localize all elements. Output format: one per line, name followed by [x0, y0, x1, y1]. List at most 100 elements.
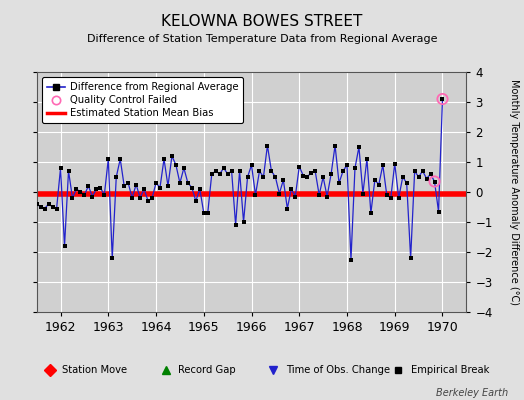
- Point: [319, 174, 328, 180]
- Point: [77, 189, 85, 195]
- Point: [25, 207, 33, 213]
- Point: [271, 174, 280, 180]
- Point: [255, 168, 264, 174]
- Point: [88, 193, 96, 200]
- Point: [180, 165, 188, 171]
- Point: [370, 177, 379, 183]
- Point: [438, 96, 446, 102]
- Point: [176, 180, 184, 186]
- Point: [422, 175, 431, 182]
- Point: [200, 210, 208, 216]
- Point: [132, 181, 140, 188]
- Point: [407, 255, 415, 261]
- Point: [160, 156, 168, 162]
- Point: [152, 180, 160, 186]
- Text: KELOWNA BOWES STREET: KELOWNA BOWES STREET: [161, 14, 363, 29]
- Point: [410, 168, 419, 174]
- Point: [359, 190, 367, 197]
- Point: [303, 174, 311, 180]
- Point: [343, 162, 351, 168]
- Point: [192, 198, 200, 204]
- Point: [387, 195, 395, 201]
- Point: [291, 193, 300, 200]
- Text: Record Gap: Record Gap: [179, 365, 236, 375]
- Text: Time of Obs. Change: Time of Obs. Change: [286, 365, 390, 375]
- Point: [32, 201, 41, 207]
- Point: [275, 190, 283, 197]
- Point: [116, 156, 124, 162]
- Point: [232, 222, 240, 228]
- Point: [395, 195, 403, 201]
- Point: [156, 184, 164, 191]
- Point: [430, 178, 439, 185]
- Point: [68, 195, 77, 201]
- Point: [375, 181, 383, 188]
- Point: [267, 168, 276, 174]
- Point: [172, 162, 180, 168]
- Point: [355, 144, 363, 150]
- Point: [402, 180, 411, 186]
- Point: [220, 165, 228, 171]
- Point: [84, 183, 93, 189]
- Point: [96, 184, 104, 191]
- Point: [140, 186, 148, 192]
- Point: [136, 195, 144, 201]
- Point: [307, 169, 315, 176]
- Point: [383, 192, 391, 198]
- Point: [414, 174, 423, 180]
- Point: [227, 168, 236, 174]
- Point: [80, 192, 89, 198]
- Point: [418, 168, 427, 174]
- Point: [212, 168, 220, 174]
- Point: [28, 205, 37, 212]
- Point: [243, 174, 252, 180]
- Point: [164, 183, 172, 189]
- Point: [64, 168, 73, 174]
- Point: [263, 142, 271, 149]
- Point: [37, 204, 45, 210]
- Point: [57, 165, 65, 171]
- Point: [108, 255, 116, 261]
- Point: [92, 186, 101, 192]
- Point: [52, 205, 61, 212]
- Point: [279, 177, 288, 183]
- Point: [335, 180, 343, 186]
- Y-axis label: Monthly Temperature Anomaly Difference (°C): Monthly Temperature Anomaly Difference (…: [509, 79, 519, 305]
- Point: [45, 201, 53, 207]
- Text: Station Move: Station Move: [62, 365, 127, 375]
- Point: [104, 156, 113, 162]
- Point: [72, 186, 81, 192]
- Point: [195, 186, 204, 192]
- Point: [223, 171, 232, 177]
- Point: [184, 180, 192, 186]
- Text: Empirical Break: Empirical Break: [410, 365, 489, 375]
- Point: [327, 171, 335, 177]
- Point: [315, 192, 323, 198]
- Point: [60, 243, 69, 249]
- Text: Berkeley Earth: Berkeley Earth: [436, 388, 508, 398]
- Point: [239, 219, 248, 225]
- Point: [367, 210, 375, 216]
- Point: [347, 256, 355, 263]
- Point: [235, 168, 244, 174]
- Point: [148, 195, 156, 201]
- Point: [13, 204, 21, 210]
- Point: [168, 153, 176, 159]
- Point: [438, 96, 446, 102]
- Point: [120, 183, 128, 189]
- Point: [295, 163, 303, 170]
- Point: [339, 168, 347, 174]
- Point: [259, 174, 268, 180]
- Point: [112, 174, 121, 180]
- Point: [247, 162, 256, 168]
- Point: [188, 184, 196, 191]
- Point: [124, 180, 133, 186]
- Point: [427, 171, 435, 177]
- Point: [287, 186, 296, 192]
- Point: [17, 198, 25, 204]
- Point: [100, 192, 108, 198]
- Point: [283, 205, 291, 212]
- Point: [430, 178, 439, 185]
- Point: [351, 165, 359, 171]
- Point: [252, 192, 260, 198]
